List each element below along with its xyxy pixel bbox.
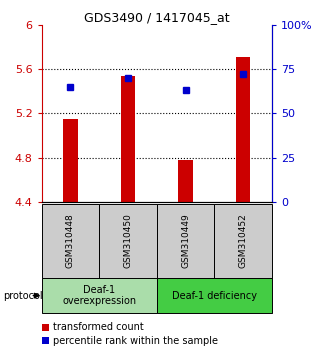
Text: transformed count: transformed count [53, 322, 144, 332]
FancyBboxPatch shape [157, 204, 214, 278]
Title: GDS3490 / 1417045_at: GDS3490 / 1417045_at [84, 11, 230, 24]
Text: Deaf-1
overexpression: Deaf-1 overexpression [62, 285, 136, 307]
Bar [42, 337, 49, 344]
Bar [42, 324, 49, 331]
Bar [121, 76, 135, 202]
FancyBboxPatch shape [157, 278, 272, 313]
Bar [179, 160, 193, 202]
Text: percentile rank within the sample: percentile rank within the sample [53, 336, 219, 346]
Bar [63, 119, 78, 202]
Text: Deaf-1 deficiency: Deaf-1 deficiency [172, 291, 257, 301]
Bar [236, 57, 251, 202]
Text: GSM310452: GSM310452 [239, 213, 248, 268]
Text: GSM310450: GSM310450 [124, 213, 132, 268]
FancyBboxPatch shape [214, 204, 272, 278]
FancyBboxPatch shape [99, 204, 157, 278]
Text: GSM310449: GSM310449 [181, 213, 190, 268]
Text: protocol: protocol [3, 291, 43, 301]
FancyBboxPatch shape [42, 204, 99, 278]
FancyBboxPatch shape [42, 278, 157, 313]
Text: GSM310448: GSM310448 [66, 213, 75, 268]
